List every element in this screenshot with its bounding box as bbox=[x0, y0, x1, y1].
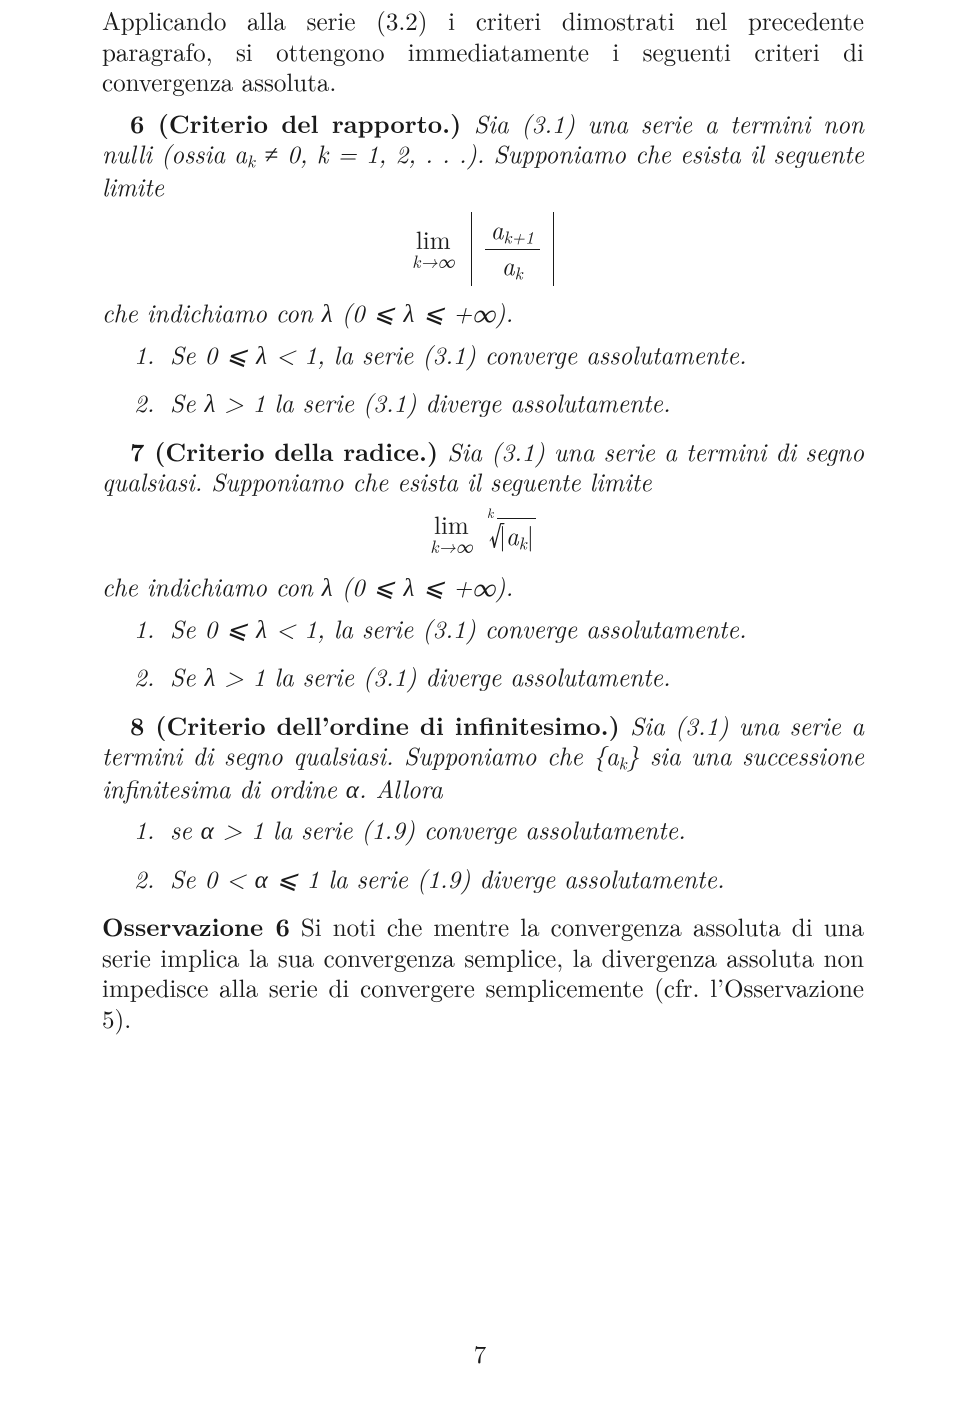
kth-root: k √|ak| bbox=[489, 515, 536, 554]
abs-ratio: ak+1 ak bbox=[471, 216, 554, 282]
limit-operator: lim k→∞ bbox=[430, 512, 472, 556]
intro-paragraph: Applicando alla serie (3.2) i criteri di… bbox=[102, 6, 864, 98]
list-item: 2. Se 0 < α ⩽ 1 la serie (1.9) diverge a… bbox=[170, 864, 864, 895]
list-item: 2. Se λ > 1 la serie (3.1) diverge assol… bbox=[170, 662, 864, 693]
criterion-7: 7 (Criterio della radice.) Sia (3.1) una… bbox=[102, 437, 864, 498]
criterion-6: 6 (Criterio del rapporto.) Sia (3.1) una… bbox=[102, 109, 864, 203]
lambda-range-1: che indichiamo con λ (0 ⩽ λ ⩽ +∞). bbox=[102, 298, 864, 329]
list-item: 2. Se λ > 1 la serie (3.1) diverge assol… bbox=[170, 388, 864, 419]
list-item: 1. Se 0 ⩽ λ < 1, la serie (3.1) converge… bbox=[170, 340, 864, 371]
fraction: ak+1 ak bbox=[485, 216, 540, 282]
limit-operator: lim k→∞ bbox=[412, 227, 454, 271]
criterion-7-list: 1. Se 0 ⩽ λ < 1, la serie (3.1) converge… bbox=[102, 614, 864, 693]
root-limit-display: lim k→∞ k √|ak| bbox=[102, 512, 864, 556]
list-item: 1. se α > 1 la serie (1.9) converge asso… bbox=[170, 815, 864, 846]
criterion-8: 8 (Criterio dell’ordine di infinitesimo.… bbox=[102, 711, 864, 805]
page: Applicando alla serie (3.2) i criteri di… bbox=[0, 0, 960, 1407]
list-item: 1. Se 0 ⩽ λ < 1, la serie (3.1) converge… bbox=[170, 614, 864, 645]
criterion-8-list: 1. se α > 1 la serie (1.9) converge asso… bbox=[102, 815, 864, 894]
page-number: 7 bbox=[0, 1339, 960, 1370]
lambda-range-2: che indichiamo con λ (0 ⩽ λ ⩽ +∞). bbox=[102, 572, 864, 603]
osservazione-6: Osservazione 6 Si noti che mentre la con… bbox=[102, 912, 864, 1034]
criterion-6-list: 1. Se 0 ⩽ λ < 1, la serie (3.1) converge… bbox=[102, 340, 864, 419]
ratio-limit-display: lim k→∞ ak+1 ak bbox=[102, 216, 864, 282]
